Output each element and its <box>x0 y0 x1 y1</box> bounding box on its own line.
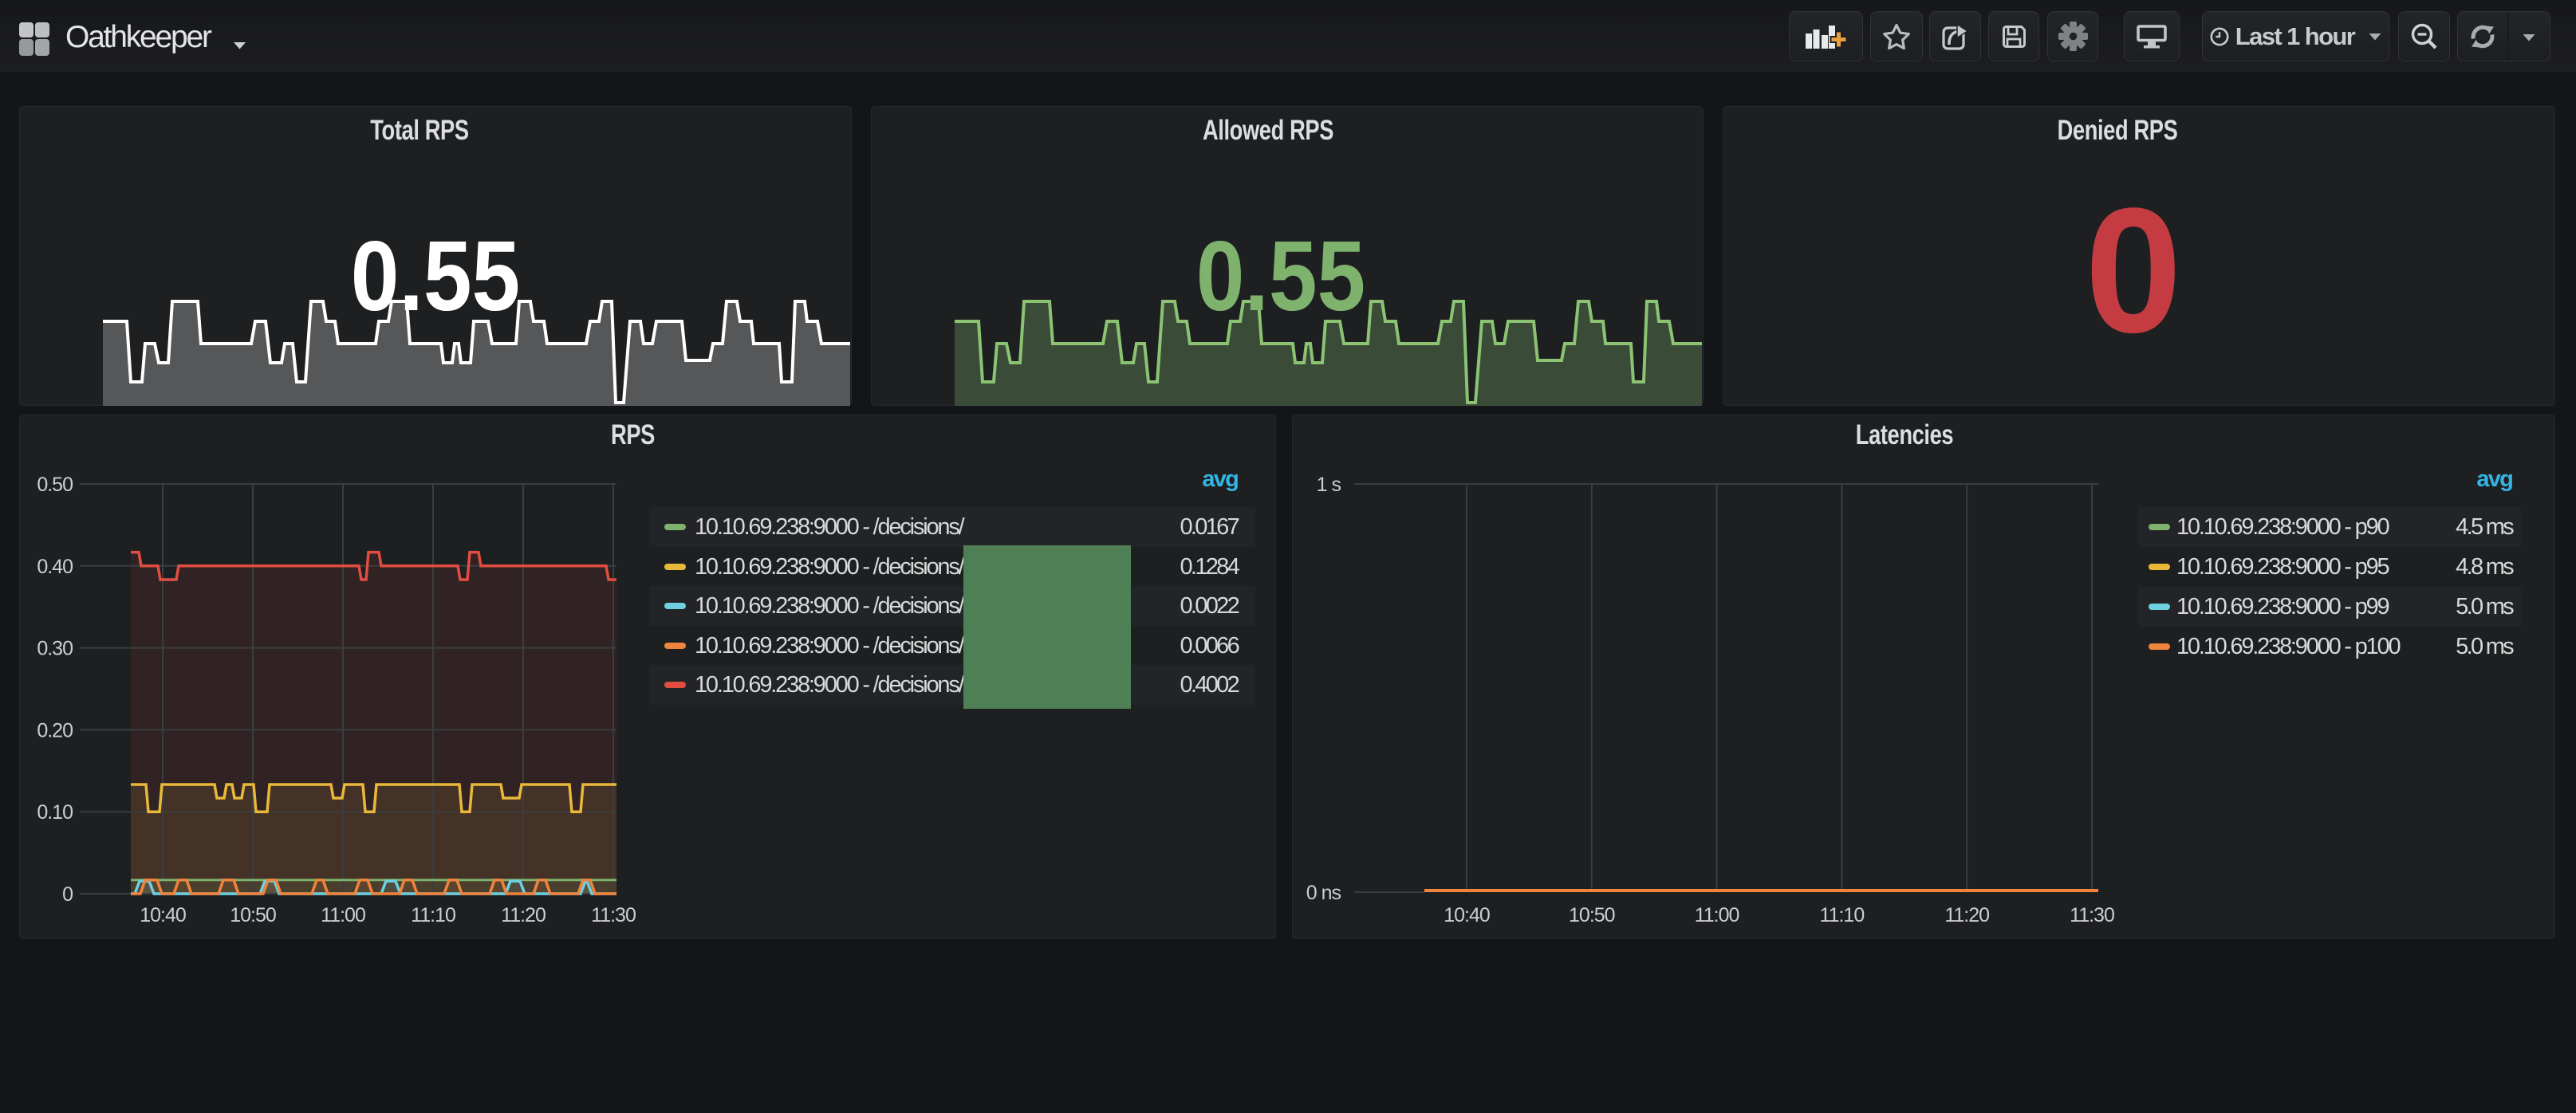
svg-text:11:30: 11:30 <box>591 904 636 926</box>
svg-text:11:00: 11:00 <box>321 904 365 926</box>
svg-text:0.50: 0.50 <box>37 474 73 496</box>
svg-text:0.20: 0.20 <box>37 719 73 741</box>
svg-text:11:20: 11:20 <box>1944 904 1989 926</box>
svg-text:0.10: 0.10 <box>37 801 73 824</box>
svg-text:10:50: 10:50 <box>1569 904 1615 926</box>
svg-text:10:40: 10:40 <box>140 904 186 926</box>
svg-text:10:50: 10:50 <box>230 904 276 926</box>
svg-text:0.40: 0.40 <box>37 556 73 578</box>
svg-text:1 s: 1 s <box>1317 474 1341 496</box>
svg-text:11:30: 11:30 <box>2070 904 2114 926</box>
svg-text:0: 0 <box>62 883 73 906</box>
svg-text:11:10: 11:10 <box>411 904 455 926</box>
svg-text:10:40: 10:40 <box>1444 904 1490 926</box>
svg-text:11:10: 11:10 <box>1820 904 1865 926</box>
svg-text:0.30: 0.30 <box>37 638 73 660</box>
svg-text:11:00: 11:00 <box>1695 904 1739 926</box>
svg-text:11:20: 11:20 <box>501 904 546 926</box>
svg-text:0 ns: 0 ns <box>1306 882 1341 904</box>
